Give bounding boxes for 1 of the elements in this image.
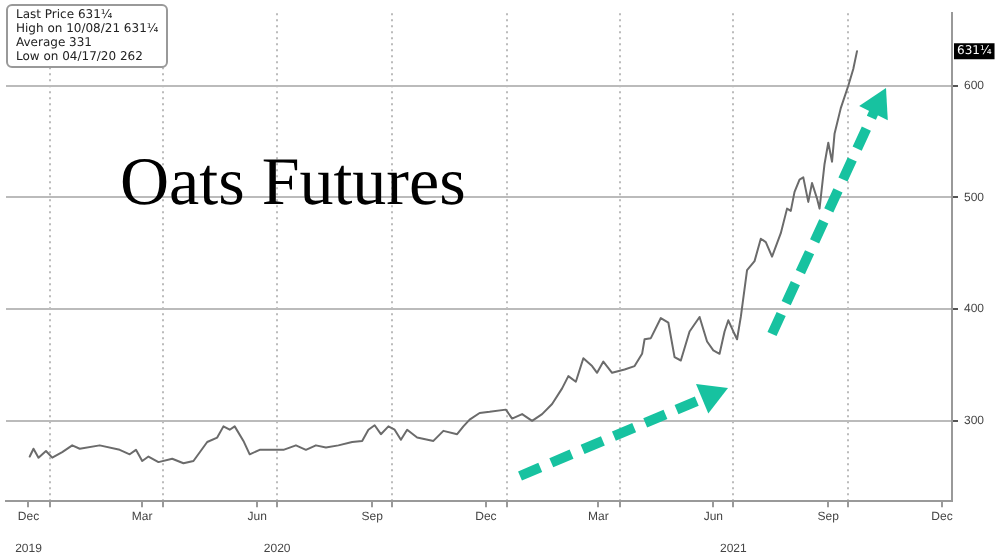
text: Oats Futures <box>120 146 466 222</box>
